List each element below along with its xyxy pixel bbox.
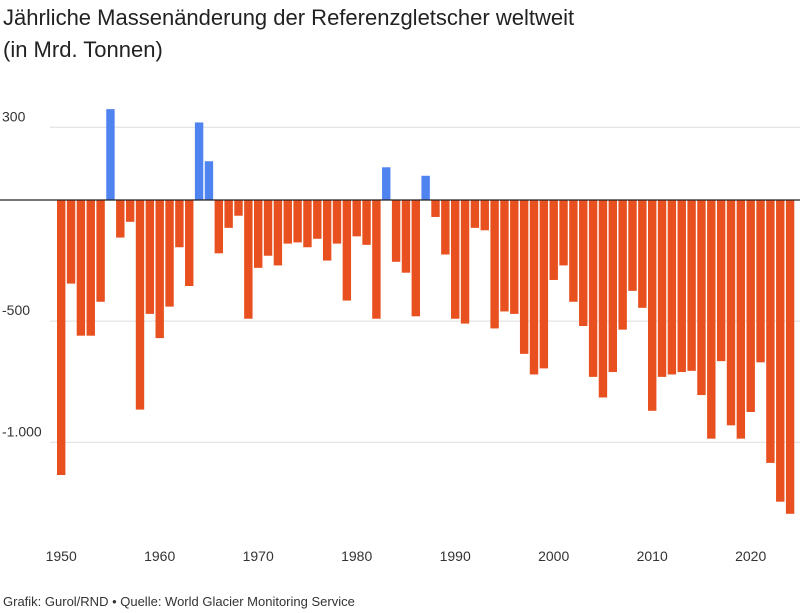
bar-2022 <box>766 200 775 463</box>
bar-1991 <box>460 200 470 324</box>
bar-2024 <box>785 200 795 514</box>
bar-2021 <box>756 200 765 363</box>
bar-2013 <box>677 200 686 373</box>
source-credit: Grafik: Gurol/RND • Quelle: World Glacie… <box>3 594 355 609</box>
bar-1958 <box>135 200 145 410</box>
bar-1981 <box>362 200 371 245</box>
bar-1986 <box>411 200 420 317</box>
bar-1952 <box>76 200 86 336</box>
y-tick-label: -500 <box>2 302 30 318</box>
bar-2010 <box>648 200 657 411</box>
bar-1980 <box>352 200 361 237</box>
bar-1951 <box>66 200 76 284</box>
bar-1997 <box>519 200 529 354</box>
bar-2008 <box>628 200 637 291</box>
bar-1974 <box>293 200 302 243</box>
bar-1996 <box>510 200 519 314</box>
x-tick-label: 1980 <box>341 548 372 564</box>
bar-1995 <box>500 200 509 312</box>
bar-1969 <box>244 200 253 319</box>
bar-1999 <box>539 200 549 369</box>
bar-1971 <box>263 200 273 256</box>
bar-1956 <box>116 200 125 238</box>
bar-1953 <box>86 200 95 336</box>
bar-1987 <box>421 175 430 200</box>
y-tick-label: -1.000 <box>2 423 42 439</box>
bar-2019 <box>736 200 746 439</box>
bar-1975 <box>303 200 312 248</box>
bar-2005 <box>598 200 608 398</box>
bar-1973 <box>283 200 292 244</box>
bar-1989 <box>441 200 450 255</box>
bar-1970 <box>254 200 263 268</box>
bar-2015 <box>697 200 706 396</box>
x-tick-label: 1960 <box>144 548 175 564</box>
bar-2003 <box>579 200 588 326</box>
bar-1998 <box>529 200 539 375</box>
bar-2020 <box>746 200 755 413</box>
chart-title: Jährliche Massenänderung der Referenzgle… <box>3 2 793 66</box>
bar-2001 <box>559 200 568 266</box>
bar-2012 <box>667 200 677 375</box>
bar-1955 <box>106 109 115 200</box>
bar-2011 <box>657 200 667 377</box>
bar-1992 <box>470 200 480 228</box>
bar-2006 <box>608 200 617 373</box>
bar-2014 <box>687 200 696 371</box>
bar-2017 <box>716 200 726 362</box>
bar-2016 <box>707 200 716 439</box>
bar-1976 <box>313 200 322 239</box>
bar-1966 <box>214 200 223 254</box>
bar-chart: 300 -500 -1.000 1950 1960 1970 1980 1990 2000 201… <box>0 108 800 564</box>
bar-1964 <box>194 122 204 200</box>
bar-1977 <box>322 200 332 261</box>
bar-1985 <box>401 200 411 273</box>
bar-2023 <box>776 200 785 502</box>
bar-1984 <box>391 200 401 262</box>
bar-2009 <box>638 200 647 308</box>
x-tick-label: 2000 <box>538 548 569 564</box>
bar-2018 <box>726 200 736 426</box>
bar-1990 <box>451 200 460 319</box>
bar-1965 <box>204 161 214 200</box>
chart-title-line-2: (in Mrd. Tonnen) <box>3 37 163 62</box>
bar-1979 <box>342 200 352 301</box>
x-tick-label: 2020 <box>735 548 766 564</box>
bar-2000 <box>549 200 558 280</box>
chart-title-line-1: Jährliche Massenänderung der Referenzgle… <box>3 5 575 30</box>
bar-2004 <box>588 200 598 377</box>
bar-1961 <box>165 200 174 307</box>
x-tick-label: 1950 <box>46 548 77 564</box>
bar-1993 <box>480 200 489 231</box>
bar-1978 <box>332 200 342 244</box>
bar-2002 <box>569 200 578 302</box>
bar-1959 <box>145 200 155 314</box>
x-tick-label: 1990 <box>440 548 471 564</box>
bar-1960 <box>155 200 164 339</box>
x-tick-label: 2010 <box>637 548 668 564</box>
bar-1972 <box>273 200 283 266</box>
bar-2007 <box>618 200 627 330</box>
bar-1983 <box>382 167 391 200</box>
x-tick-label: 1970 <box>243 548 274 564</box>
bar-1962 <box>175 200 184 248</box>
bar-1994 <box>490 200 499 329</box>
bar-1982 <box>372 200 381 319</box>
bar-1957 <box>125 200 135 222</box>
bar-1954 <box>96 200 105 302</box>
bar-1963 <box>185 200 194 287</box>
bar-1967 <box>224 200 233 228</box>
bar-1988 <box>431 200 440 217</box>
bar-1950 <box>57 200 66 476</box>
y-tick-label: 300 <box>2 108 26 124</box>
bar-1968 <box>234 200 243 216</box>
